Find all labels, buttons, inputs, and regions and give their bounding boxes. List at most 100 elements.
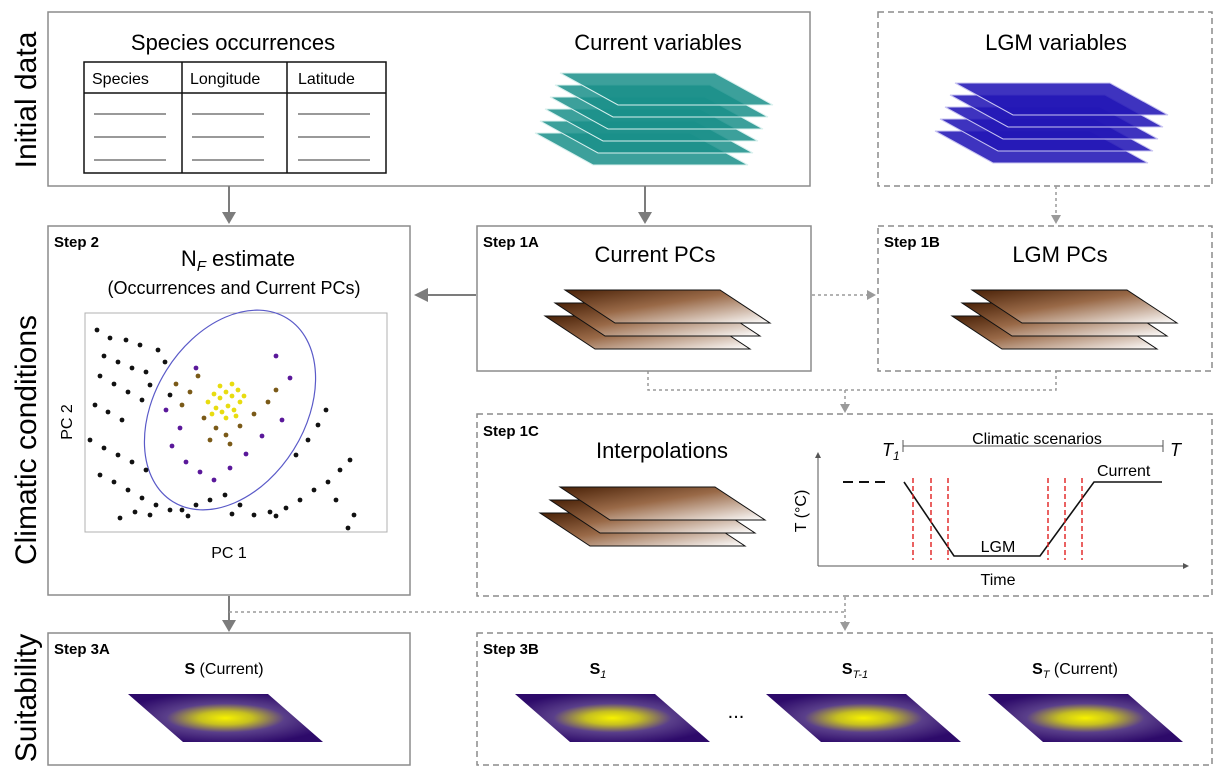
scatter-point — [229, 511, 235, 517]
pca-plot-frame — [84, 312, 388, 533]
scatter-point — [213, 405, 219, 411]
scatter-point — [211, 391, 217, 397]
scatter-point — [223, 415, 229, 421]
row-label-suitability: Suitability — [10, 634, 43, 762]
scatter-point — [311, 487, 317, 493]
scatter-point — [251, 411, 257, 417]
occurrences-table: Species Longitude Latitude — [83, 61, 387, 174]
scatter-point — [201, 415, 207, 421]
scatter-point — [94, 327, 100, 333]
scatter-point — [213, 425, 219, 431]
pca-scatter — [87, 309, 357, 531]
t-end-label: T — [1170, 440, 1183, 460]
s1-label: S1 — [590, 661, 607, 681]
scatter-point — [115, 452, 121, 458]
scatter-point — [235, 387, 241, 393]
row-label-climatic: Climatic conditions — [10, 315, 43, 565]
scatter-point — [265, 399, 271, 405]
scatter-point — [111, 381, 117, 387]
scatter-point — [179, 507, 185, 513]
scatter-point — [185, 513, 191, 519]
pca-y-label: PC 2 — [59, 404, 76, 440]
scatter-point — [107, 335, 113, 341]
table-header-longitude: Longitude — [190, 71, 260, 88]
scatter-point — [333, 497, 339, 503]
scatter-point — [125, 389, 131, 395]
step1c-tag: Step 1C — [483, 423, 539, 440]
scatter-point — [217, 383, 223, 389]
scatter-point — [231, 407, 237, 413]
ellipsis: ... — [728, 701, 745, 723]
scatter-point — [351, 512, 357, 518]
scatter-point — [273, 353, 279, 359]
step3a-label: S (Current) — [184, 661, 263, 678]
scatter-point — [237, 399, 243, 405]
scatter-point — [195, 373, 201, 379]
scatter-point — [115, 359, 121, 365]
scatter-point — [273, 513, 279, 519]
occurrences-title: Species occurrences — [131, 30, 335, 55]
scatter-point — [209, 411, 215, 417]
scatter-point — [211, 477, 217, 483]
scatter-point — [147, 382, 153, 388]
row-label-initial: Initial data — [10, 31, 43, 168]
scatter-point — [137, 342, 143, 348]
scatter-point — [287, 375, 293, 381]
scatter-point — [129, 365, 135, 371]
scatter-point — [123, 337, 129, 343]
scatter-point — [225, 403, 231, 409]
lgm-variables-title: LGM variables — [985, 30, 1127, 55]
scatter-point — [155, 347, 161, 353]
scatter-point — [243, 451, 249, 457]
scatter-point — [169, 443, 175, 449]
scatter-point — [233, 413, 239, 419]
scatter-point — [139, 397, 145, 403]
scatter-point — [223, 389, 229, 395]
scatter-point — [283, 505, 289, 511]
scatter-point — [259, 433, 265, 439]
scatter-point — [297, 497, 303, 503]
scatter-point — [325, 479, 331, 485]
scatter-point — [197, 469, 203, 475]
scatter-point — [251, 512, 257, 518]
step2-subtitle: (Occurrences and Current PCs) — [107, 278, 360, 298]
scatter-point — [273, 387, 279, 393]
scatter-point — [117, 515, 123, 521]
scatter-point — [207, 437, 213, 443]
temperature-axis-label: T (°C) — [793, 490, 810, 533]
lgm-label: LGM — [981, 539, 1016, 556]
scatter-point — [132, 509, 138, 515]
scatter-point — [205, 399, 211, 405]
scatter-point — [177, 425, 183, 431]
scatter-point — [347, 457, 353, 463]
scatter-point — [229, 393, 235, 399]
step1b-tag: Step 1B — [884, 234, 940, 251]
scatter-point — [305, 437, 311, 443]
scatter-point — [337, 467, 343, 473]
current-variables-stacked-layers-icon — [534, 72, 774, 166]
t1-label: T1 — [882, 440, 900, 463]
scatter-point — [167, 392, 173, 398]
scatter-point — [139, 495, 145, 501]
time-axis-label: Time — [981, 572, 1016, 589]
scatter-point — [125, 487, 131, 493]
scatter-point — [101, 353, 107, 359]
arrows — [222, 186, 1061, 632]
climatic-scenarios-label: Climatic scenarios — [972, 431, 1102, 448]
scatter-point — [237, 423, 243, 429]
scatter-point — [187, 389, 193, 395]
scatter-point — [97, 472, 103, 478]
scatter-point — [222, 492, 228, 498]
scatter-point — [237, 502, 243, 508]
scatter-point — [143, 467, 149, 473]
scatter-point — [345, 525, 351, 531]
scatter-point — [217, 395, 223, 401]
scatter-point — [143, 369, 149, 375]
scatter-point — [241, 393, 247, 399]
scatter-point — [101, 445, 107, 451]
scatter-point — [92, 402, 98, 408]
step3a-tag: Step 3A — [54, 641, 110, 658]
scatter-point — [223, 432, 229, 438]
scatter-point — [229, 381, 235, 387]
